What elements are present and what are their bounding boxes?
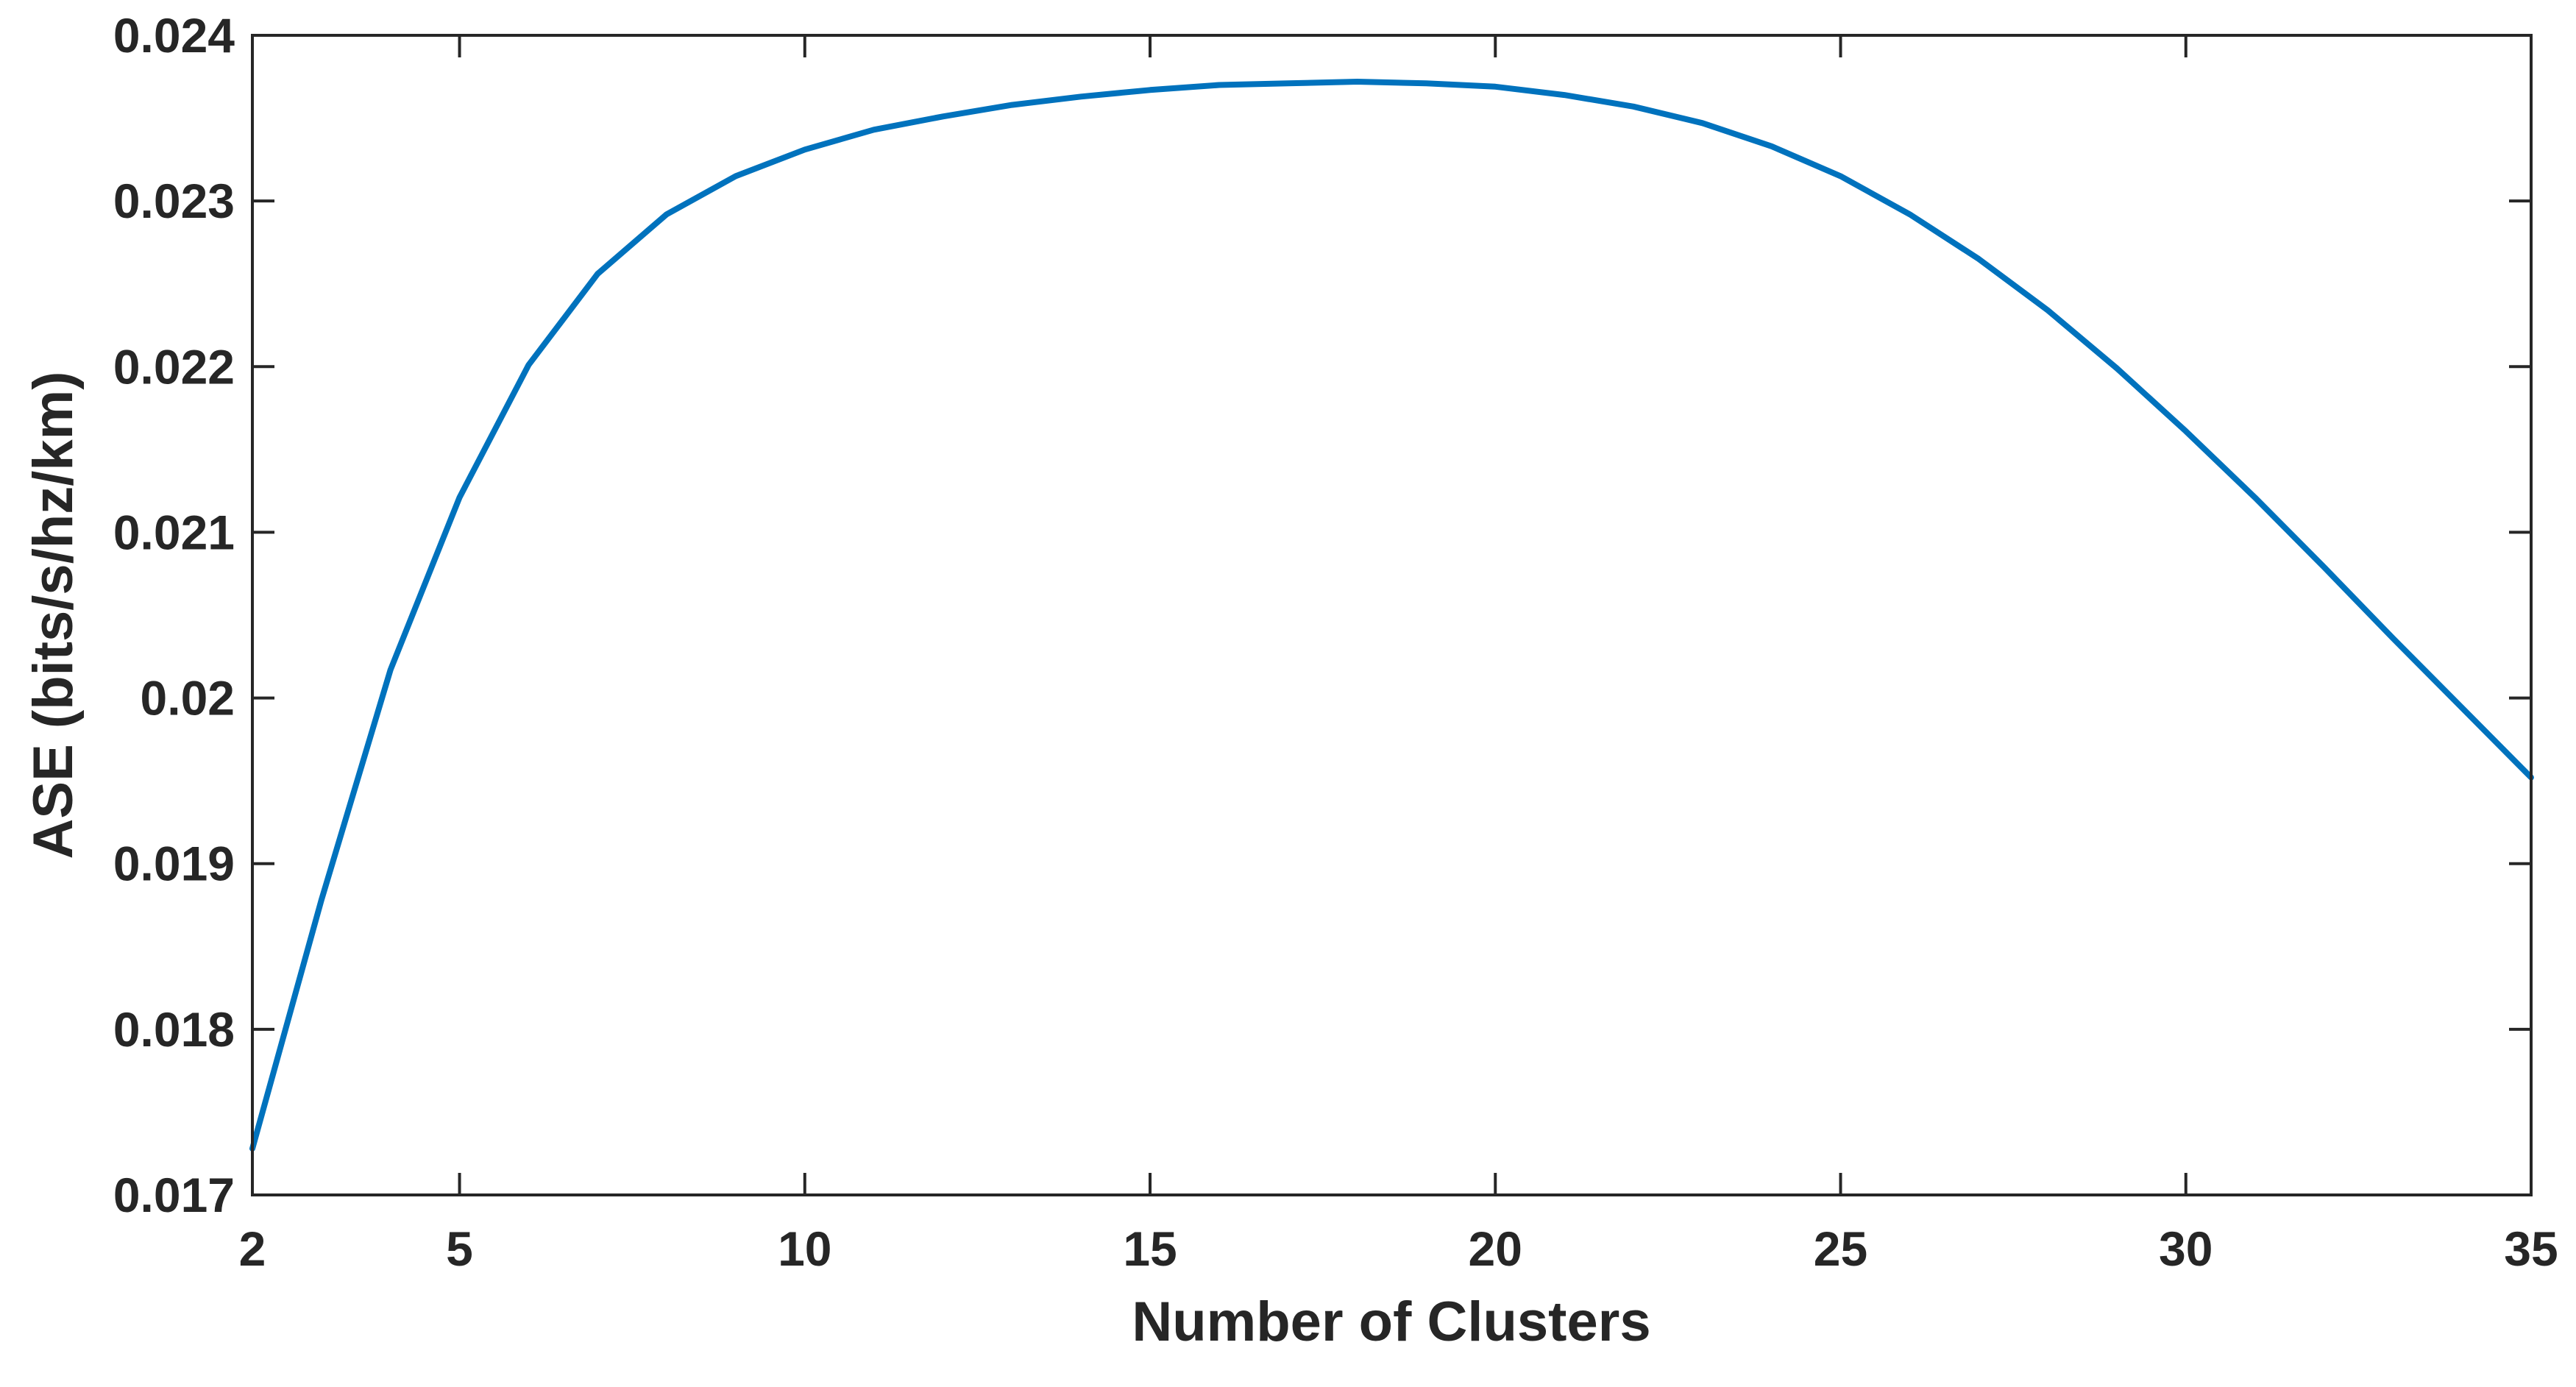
y-tick-label: 0.019 [113, 837, 235, 891]
x-tick-labels: 2 5 10 15 20 25 30 35 [239, 1221, 2558, 1276]
x-tick-label: 2 [239, 1221, 266, 1276]
y-tick-label: 0.02 [141, 671, 235, 726]
y-tick-label: 0.017 [113, 1168, 235, 1222]
y-tick-label: 0.018 [113, 1002, 235, 1057]
x-tick-label: 15 [1123, 1221, 1177, 1276]
x-tick-label: 5 [446, 1221, 473, 1276]
x-tick-label: 30 [2159, 1221, 2213, 1276]
x-tick-label: 35 [2504, 1221, 2558, 1276]
y-tick-label: 0.024 [113, 8, 235, 63]
plot-area [252, 35, 2531, 1195]
y-axis-label: ASE (bits/s/hz/km) [22, 372, 85, 859]
x-tick-label: 10 [778, 1221, 831, 1276]
x-tick-label: 25 [1814, 1221, 1867, 1276]
plot-frame [251, 34, 2533, 1196]
x-tick-label: 20 [1469, 1221, 1522, 1276]
y-tick-label: 0.023 [113, 174, 235, 228]
y-tick-label: 0.021 [113, 505, 235, 559]
y-tick-label: 0.022 [113, 339, 235, 394]
ase-series-line [249, 79, 2534, 1152]
x-axis-label: Number of Clusters [1132, 1291, 1650, 1353]
y-tick-labels: 0.017 0.018 0.019 0.02 0.021 0.022 0.023 0.024 [113, 8, 235, 1222]
